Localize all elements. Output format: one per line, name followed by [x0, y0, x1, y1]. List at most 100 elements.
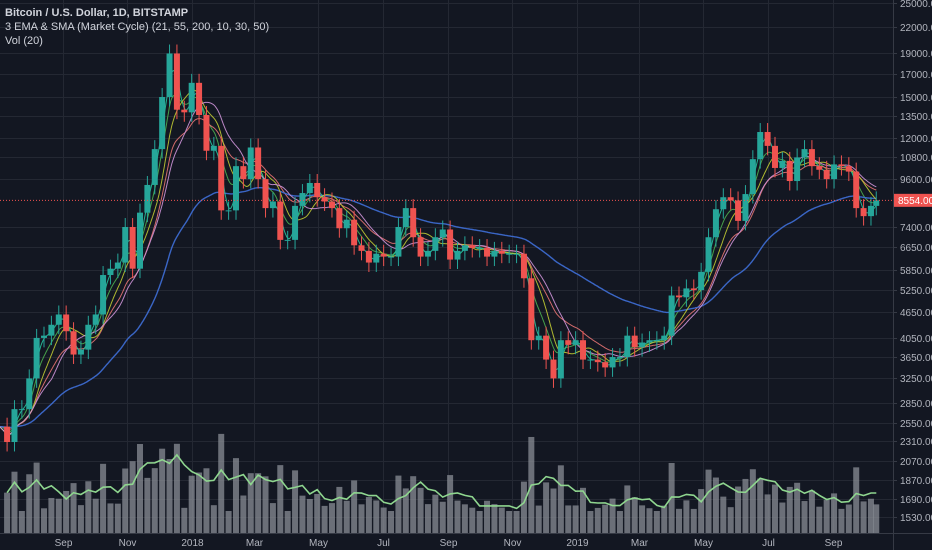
volume-bar [55, 498, 62, 533]
candle-up [41, 335, 48, 338]
volume-bar [831, 493, 838, 533]
candle-up [225, 210, 232, 212]
candle-down [860, 208, 867, 217]
volume-bar [306, 498, 313, 533]
volume-bar [351, 480, 358, 533]
volume-bar [18, 511, 25, 533]
candle-up [188, 82, 195, 113]
volume-bar [779, 502, 786, 533]
last-price-label: 8554.00 [894, 193, 932, 207]
volume-bar [92, 498, 99, 533]
candle-up [535, 335, 542, 341]
volume-bar [292, 470, 299, 533]
chart-legend: Bitcoin / U.S. Dollar, 1D, BITSTAMP 3 EM… [5, 6, 269, 48]
volume-bar [771, 484, 778, 533]
candle-up [55, 314, 62, 325]
candle-up [373, 253, 380, 263]
volume-bar [395, 475, 402, 533]
candle-down [565, 340, 572, 345]
candle-up [668, 295, 675, 336]
volume-bar [173, 443, 180, 533]
volume-bar [410, 476, 417, 533]
candle-down [690, 288, 697, 291]
volume-bar [513, 511, 520, 533]
candle-up [210, 145, 217, 151]
x-tick-label: Mar [246, 538, 264, 549]
volume-bar [358, 504, 365, 533]
volume-bar [816, 506, 823, 533]
volume-bar [698, 489, 705, 533]
indicator-label[interactable]: 3 EMA & SMA (Market Cycle) (21, 55, 200,… [5, 21, 270, 33]
candle-down [853, 171, 860, 209]
candle-up [705, 237, 712, 272]
y-tick-label: 6650.00 [900, 243, 932, 254]
candle-down [786, 160, 793, 182]
volume-bar [424, 504, 431, 533]
candle-down [631, 335, 638, 348]
x-tick-label: Mar [631, 538, 649, 549]
candle-up [513, 253, 520, 255]
volume-bar [85, 481, 92, 533]
x-tick-label: May [694, 538, 713, 549]
volume-bar [550, 488, 557, 533]
volume-label[interactable]: Vol (20) [5, 35, 43, 47]
volume-bar [572, 505, 579, 533]
volume-bar [255, 473, 262, 533]
symbol-title[interactable]: Bitcoin / U.S. Dollar, 1D, BITSTAMP [5, 7, 189, 19]
x-tick-label: May [309, 538, 328, 549]
volume-bar [867, 498, 874, 533]
candle-down [580, 340, 587, 360]
candle-down [594, 359, 601, 363]
volume-bar [129, 461, 136, 533]
volume-bar [402, 488, 409, 533]
volume-bar [439, 501, 446, 533]
price-axis[interactable]: 25000.00 22000.00 19000.00 17000.00 15000.00… [893, 0, 932, 524]
candle-down [676, 295, 683, 298]
candle-up [388, 256, 395, 258]
candle-up [284, 239, 291, 241]
candle-up [92, 314, 99, 325]
time-axis[interactable]: Sep Nov 2018 Mar May Jul Sep Nov 2019 Mar May Jul Se… [55, 538, 843, 549]
candle-down [218, 145, 225, 211]
volume-bar [151, 468, 158, 533]
volume-bar [269, 503, 276, 533]
y-tick-label: 2850.00 [900, 399, 932, 410]
volume-pane [4, 433, 880, 533]
y-tick-label: 1690.00 [900, 495, 932, 506]
candle-up [26, 378, 33, 410]
candle-down [727, 197, 734, 201]
volume-bar [873, 504, 880, 533]
candle-down [277, 201, 284, 240]
candle-up [794, 157, 801, 182]
volume-bar [469, 507, 476, 533]
candle-up [247, 147, 254, 180]
y-tick-label: 9600.00 [900, 175, 932, 186]
candle-up [100, 275, 107, 315]
candle-up [269, 201, 276, 209]
y-tick-label: 13500.00 [900, 112, 932, 123]
volume-bar [646, 508, 653, 533]
candle-up [653, 340, 660, 342]
candle-down [203, 115, 210, 151]
volume-bar [742, 478, 749, 533]
candle-up [151, 149, 158, 185]
candle-down [351, 219, 358, 246]
candle-up [831, 164, 838, 180]
volume-bar [757, 478, 764, 533]
y-tick-label: 1870.00 [900, 476, 932, 487]
y-tick-label: 7400.00 [900, 223, 932, 234]
volume-bar [299, 495, 306, 533]
volume-bar [33, 462, 40, 533]
candle-down [528, 278, 535, 341]
candle-up [159, 96, 166, 150]
y-tick-label: 3250.00 [900, 374, 932, 385]
candle-up [343, 219, 350, 229]
candle-down [816, 166, 823, 170]
candle-up [698, 271, 705, 291]
candle-up [720, 197, 727, 210]
y-tick-label: 5850.00 [900, 266, 932, 277]
volume-bar [498, 507, 505, 533]
candle-up [77, 349, 84, 355]
candle-down [808, 149, 815, 167]
